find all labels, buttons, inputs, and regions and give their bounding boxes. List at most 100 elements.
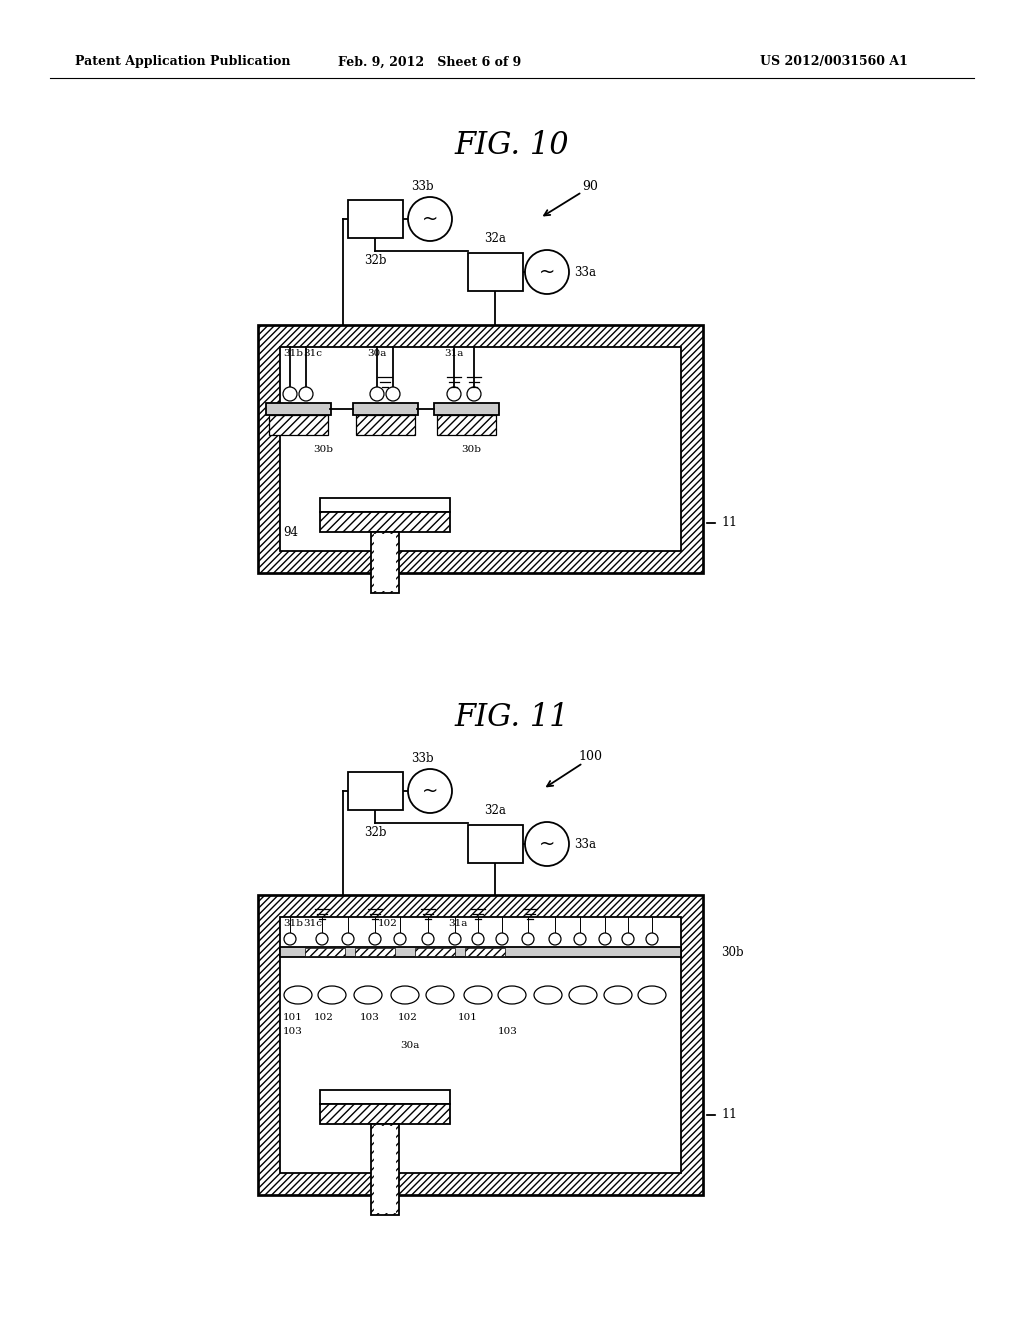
Text: Feb. 9, 2012   Sheet 6 of 9: Feb. 9, 2012 Sheet 6 of 9 bbox=[338, 55, 521, 69]
Text: 102: 102 bbox=[378, 919, 398, 928]
Text: 33a: 33a bbox=[574, 837, 596, 850]
Text: 31b: 31b bbox=[283, 348, 303, 358]
Text: 11: 11 bbox=[721, 516, 737, 529]
Polygon shape bbox=[374, 535, 396, 591]
Text: 102: 102 bbox=[314, 1012, 334, 1022]
Circle shape bbox=[522, 933, 534, 945]
Polygon shape bbox=[356, 414, 415, 436]
Circle shape bbox=[449, 933, 461, 945]
Ellipse shape bbox=[604, 986, 632, 1005]
Polygon shape bbox=[319, 498, 450, 512]
Polygon shape bbox=[266, 403, 331, 414]
Ellipse shape bbox=[354, 986, 382, 1005]
Polygon shape bbox=[348, 201, 403, 238]
Text: 31a: 31a bbox=[449, 919, 467, 928]
Circle shape bbox=[646, 933, 658, 945]
Text: 30a: 30a bbox=[400, 1040, 420, 1049]
Text: 33b: 33b bbox=[411, 180, 433, 193]
Circle shape bbox=[342, 933, 354, 945]
Text: 90: 90 bbox=[582, 180, 598, 193]
Ellipse shape bbox=[318, 986, 346, 1005]
Polygon shape bbox=[415, 948, 455, 956]
Text: 30b: 30b bbox=[721, 945, 743, 958]
Polygon shape bbox=[465, 948, 505, 956]
Polygon shape bbox=[353, 403, 418, 414]
Polygon shape bbox=[437, 414, 496, 436]
Polygon shape bbox=[348, 772, 403, 810]
Polygon shape bbox=[355, 948, 395, 956]
Text: 103: 103 bbox=[283, 1027, 303, 1035]
Ellipse shape bbox=[426, 986, 454, 1005]
Text: 11: 11 bbox=[721, 1109, 737, 1122]
Polygon shape bbox=[319, 1090, 450, 1104]
Circle shape bbox=[599, 933, 611, 945]
Circle shape bbox=[386, 387, 400, 401]
Polygon shape bbox=[258, 895, 703, 1195]
Text: 32b: 32b bbox=[364, 825, 386, 838]
Text: 32a: 32a bbox=[484, 232, 506, 246]
Circle shape bbox=[472, 933, 484, 945]
Circle shape bbox=[370, 387, 384, 401]
Polygon shape bbox=[280, 917, 681, 1173]
Ellipse shape bbox=[534, 986, 562, 1005]
Text: 31c: 31c bbox=[303, 919, 322, 928]
Polygon shape bbox=[280, 347, 681, 550]
Ellipse shape bbox=[638, 986, 666, 1005]
Polygon shape bbox=[371, 1125, 399, 1214]
Text: 31c: 31c bbox=[303, 348, 322, 358]
Text: 100: 100 bbox=[578, 751, 602, 763]
Polygon shape bbox=[371, 532, 399, 593]
Text: 94: 94 bbox=[283, 527, 298, 540]
Circle shape bbox=[408, 197, 452, 242]
Circle shape bbox=[467, 387, 481, 401]
Polygon shape bbox=[468, 253, 523, 290]
Polygon shape bbox=[258, 325, 703, 573]
Polygon shape bbox=[280, 946, 681, 957]
Circle shape bbox=[369, 933, 381, 945]
Text: ~: ~ bbox=[539, 834, 555, 854]
Text: ~: ~ bbox=[422, 210, 438, 228]
Ellipse shape bbox=[391, 986, 419, 1005]
Text: 33a: 33a bbox=[574, 265, 596, 279]
Circle shape bbox=[574, 933, 586, 945]
Circle shape bbox=[447, 387, 461, 401]
Text: 101: 101 bbox=[458, 1012, 478, 1022]
Text: 30a: 30a bbox=[367, 348, 386, 358]
Text: US 2012/0031560 A1: US 2012/0031560 A1 bbox=[760, 55, 908, 69]
Ellipse shape bbox=[498, 986, 526, 1005]
Ellipse shape bbox=[284, 986, 312, 1005]
Circle shape bbox=[525, 822, 569, 866]
Circle shape bbox=[496, 933, 508, 945]
Text: 102: 102 bbox=[398, 1012, 418, 1022]
Ellipse shape bbox=[464, 986, 492, 1005]
Text: ~: ~ bbox=[422, 781, 438, 800]
Text: 30b: 30b bbox=[313, 445, 333, 454]
Circle shape bbox=[284, 933, 296, 945]
Polygon shape bbox=[319, 512, 450, 532]
Circle shape bbox=[622, 933, 634, 945]
Text: 103: 103 bbox=[498, 1027, 518, 1035]
Ellipse shape bbox=[569, 986, 597, 1005]
Circle shape bbox=[525, 249, 569, 294]
Polygon shape bbox=[434, 403, 499, 414]
Circle shape bbox=[283, 387, 297, 401]
Circle shape bbox=[408, 770, 452, 813]
Text: 101: 101 bbox=[283, 1012, 303, 1022]
Circle shape bbox=[394, 933, 406, 945]
Polygon shape bbox=[468, 825, 523, 863]
Polygon shape bbox=[305, 948, 345, 956]
Text: 31b: 31b bbox=[283, 919, 303, 928]
Circle shape bbox=[299, 387, 313, 401]
Text: FIG. 10: FIG. 10 bbox=[455, 129, 569, 161]
Text: 33b: 33b bbox=[411, 751, 433, 764]
Polygon shape bbox=[374, 1126, 396, 1213]
Text: 32b: 32b bbox=[364, 253, 386, 267]
Polygon shape bbox=[269, 414, 328, 436]
Text: Patent Application Publication: Patent Application Publication bbox=[75, 55, 291, 69]
Circle shape bbox=[316, 933, 328, 945]
Circle shape bbox=[549, 933, 561, 945]
Circle shape bbox=[422, 933, 434, 945]
Text: 31a: 31a bbox=[444, 348, 464, 358]
Text: ~: ~ bbox=[539, 263, 555, 281]
Text: 103: 103 bbox=[360, 1012, 380, 1022]
